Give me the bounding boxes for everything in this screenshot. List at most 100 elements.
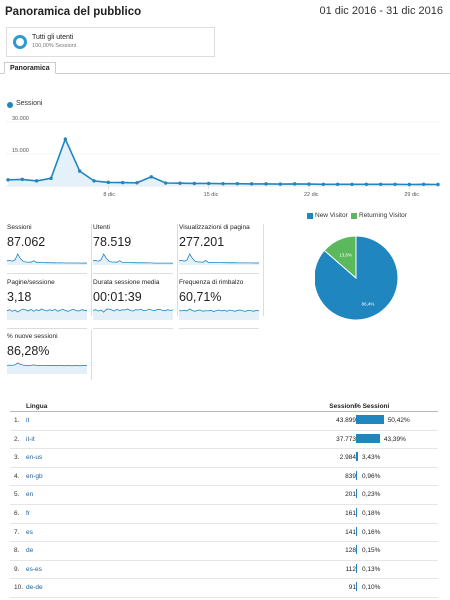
sessions-data-point bbox=[192, 181, 197, 186]
language-code-link[interactable]: en bbox=[26, 491, 34, 499]
metric-sparkline bbox=[7, 253, 87, 265]
language-code-link[interactable]: it-it bbox=[26, 435, 35, 443]
metric-label: Pagine/sessione bbox=[7, 279, 55, 286]
y-tick-label: 30.000 bbox=[12, 116, 29, 122]
tab-bar: Panoramica bbox=[0, 62, 450, 74]
row-index: 1. bbox=[14, 417, 20, 424]
metric-value: 60,71% bbox=[179, 290, 222, 304]
metric-label: Frequenza di rimbalzo bbox=[179, 279, 244, 286]
column-header-sessioni[interactable]: Sessioni bbox=[329, 403, 356, 410]
table-row: 9. es-es 112 0,13% bbox=[10, 561, 438, 580]
metric-sparkline bbox=[93, 253, 173, 265]
metric-card[interactable]: Durata sessione media 00:01:39 bbox=[93, 279, 174, 329]
new-visitor-swatch-icon bbox=[307, 213, 313, 219]
metric-divider bbox=[91, 224, 92, 316]
sparkline-line bbox=[7, 253, 87, 264]
row-percentage: 0,15% bbox=[362, 547, 381, 555]
metric-label: Utenti bbox=[93, 224, 110, 231]
metric-sparkline bbox=[93, 308, 173, 320]
series-legend-label[interactable]: Sessioni bbox=[16, 100, 43, 107]
metric-card[interactable]: Visualizzazioni di pagina 277.201 bbox=[179, 224, 260, 274]
sessions-area bbox=[8, 139, 438, 186]
column-header-lingua[interactable]: Lingua bbox=[26, 403, 48, 410]
language-code-link[interactable]: en-gb bbox=[26, 472, 43, 480]
language-code-link[interactable]: fr bbox=[26, 509, 30, 517]
metric-row-divider bbox=[93, 273, 173, 274]
metric-sparkline bbox=[7, 362, 87, 374]
pie-legend-returning-visitor[interactable]: Returning Visitor bbox=[359, 212, 407, 219]
sessions-data-point bbox=[407, 182, 412, 187]
percentage-bar bbox=[356, 563, 357, 573]
percentage-bar bbox=[356, 507, 357, 517]
table-row: 7. es 141 0,16% bbox=[10, 524, 438, 543]
sessions-data-point bbox=[321, 182, 326, 186]
pie-label-returning-visitor: 13,6% bbox=[339, 252, 352, 257]
language-code-link[interactable]: en-us bbox=[26, 454, 43, 462]
table-row: 10. de-de 91 0,10% bbox=[10, 579, 438, 598]
sessions-data-point bbox=[292, 182, 297, 186]
sessions-data-point bbox=[77, 169, 82, 173]
pie-legend-new-visitor[interactable]: New Visitor bbox=[315, 212, 348, 219]
sessions-data-point bbox=[135, 181, 139, 185]
date-range-picker[interactable]: 01 dic 2016 - 31 dic 2016 bbox=[319, 5, 443, 17]
visitor-type-pie-chart: 86,4% 13,6% bbox=[315, 235, 399, 321]
metric-card[interactable]: % nuove sessioni 86,28% bbox=[7, 333, 88, 383]
metric-value: 87.062 bbox=[7, 235, 46, 249]
sessions-data-point bbox=[393, 182, 397, 186]
sessions-data-point bbox=[364, 182, 369, 186]
metric-row-divider bbox=[7, 273, 87, 274]
y-tick-label: 15.000 bbox=[12, 148, 29, 154]
sessions-data-point bbox=[63, 137, 68, 141]
metric-label: % nuove sessioni bbox=[7, 333, 58, 340]
sessions-data-point bbox=[421, 182, 426, 186]
metric-value: 3,18 bbox=[7, 290, 32, 304]
row-index: 10. bbox=[14, 584, 24, 592]
sparkline-area bbox=[7, 309, 87, 320]
row-percentage: 0,13% bbox=[362, 565, 381, 573]
percentage-bar bbox=[356, 489, 357, 499]
row-sessions: 43.899 bbox=[336, 417, 356, 424]
metric-sparkline bbox=[179, 253, 259, 265]
table-row: 8. de 128 0,15% bbox=[10, 542, 438, 561]
row-index: 5. bbox=[14, 491, 20, 499]
language-code-link[interactable]: de bbox=[26, 547, 34, 555]
metric-card[interactable]: Pagine/sessione 3,18 bbox=[7, 279, 88, 329]
row-percentage: 0,16% bbox=[362, 528, 381, 536]
table-row: 2. it-it 37.773 43,39% bbox=[10, 431, 438, 450]
segment-ring-icon bbox=[13, 35, 27, 49]
sparkline-area bbox=[93, 309, 173, 320]
table-row: 1. it 43.899 50,42% bbox=[10, 412, 438, 431]
language-code-link[interactable]: de-de bbox=[26, 584, 43, 592]
sparkline-area bbox=[7, 363, 87, 374]
sparkline-line bbox=[179, 308, 259, 313]
sessions-data-point bbox=[178, 181, 182, 185]
tab-panoramica[interactable]: Panoramica bbox=[4, 62, 56, 74]
column-header-percent-sessioni[interactable]: % Sessioni bbox=[355, 403, 390, 410]
metric-row-divider bbox=[7, 328, 87, 329]
metric-card[interactable]: Frequenza di rimbalzo 60,71% bbox=[179, 279, 260, 329]
pie-slice-returning-visitor bbox=[323, 235, 357, 280]
series-legend-dot-icon bbox=[7, 102, 13, 108]
language-code-link[interactable]: it bbox=[26, 417, 30, 424]
metric-card[interactable]: Sessioni 87.062 bbox=[7, 224, 88, 274]
table-row: 3. en-us 2.984 3,43% bbox=[10, 449, 438, 468]
row-percentage: 3,43% bbox=[362, 454, 381, 462]
language-code-link[interactable]: es bbox=[26, 528, 33, 536]
sessions-data-point bbox=[350, 182, 354, 186]
row-sessions: 839 bbox=[345, 472, 356, 480]
row-sessions: 37.773 bbox=[336, 435, 356, 443]
table-row: 4. en-gb 839 0,96% bbox=[10, 468, 438, 487]
metric-sparkline bbox=[179, 308, 259, 320]
metric-label: Visualizzazioni di pagina bbox=[179, 224, 250, 231]
sparkline-line bbox=[7, 308, 87, 313]
sessions-data-point bbox=[34, 179, 39, 183]
metric-card[interactable]: Utenti 78.519 bbox=[93, 224, 174, 274]
segment-card[interactable]: Tutti gli utenti 100,00% Sessioni bbox=[6, 27, 215, 57]
sessions-data-point bbox=[149, 175, 154, 179]
metric-row-divider bbox=[179, 328, 259, 329]
row-index: 8. bbox=[14, 547, 20, 555]
metric-value: 78.519 bbox=[93, 235, 132, 249]
sessions-data-point bbox=[49, 176, 53, 181]
sparkline-line bbox=[179, 253, 259, 264]
language-code-link[interactable]: es-es bbox=[26, 565, 42, 573]
